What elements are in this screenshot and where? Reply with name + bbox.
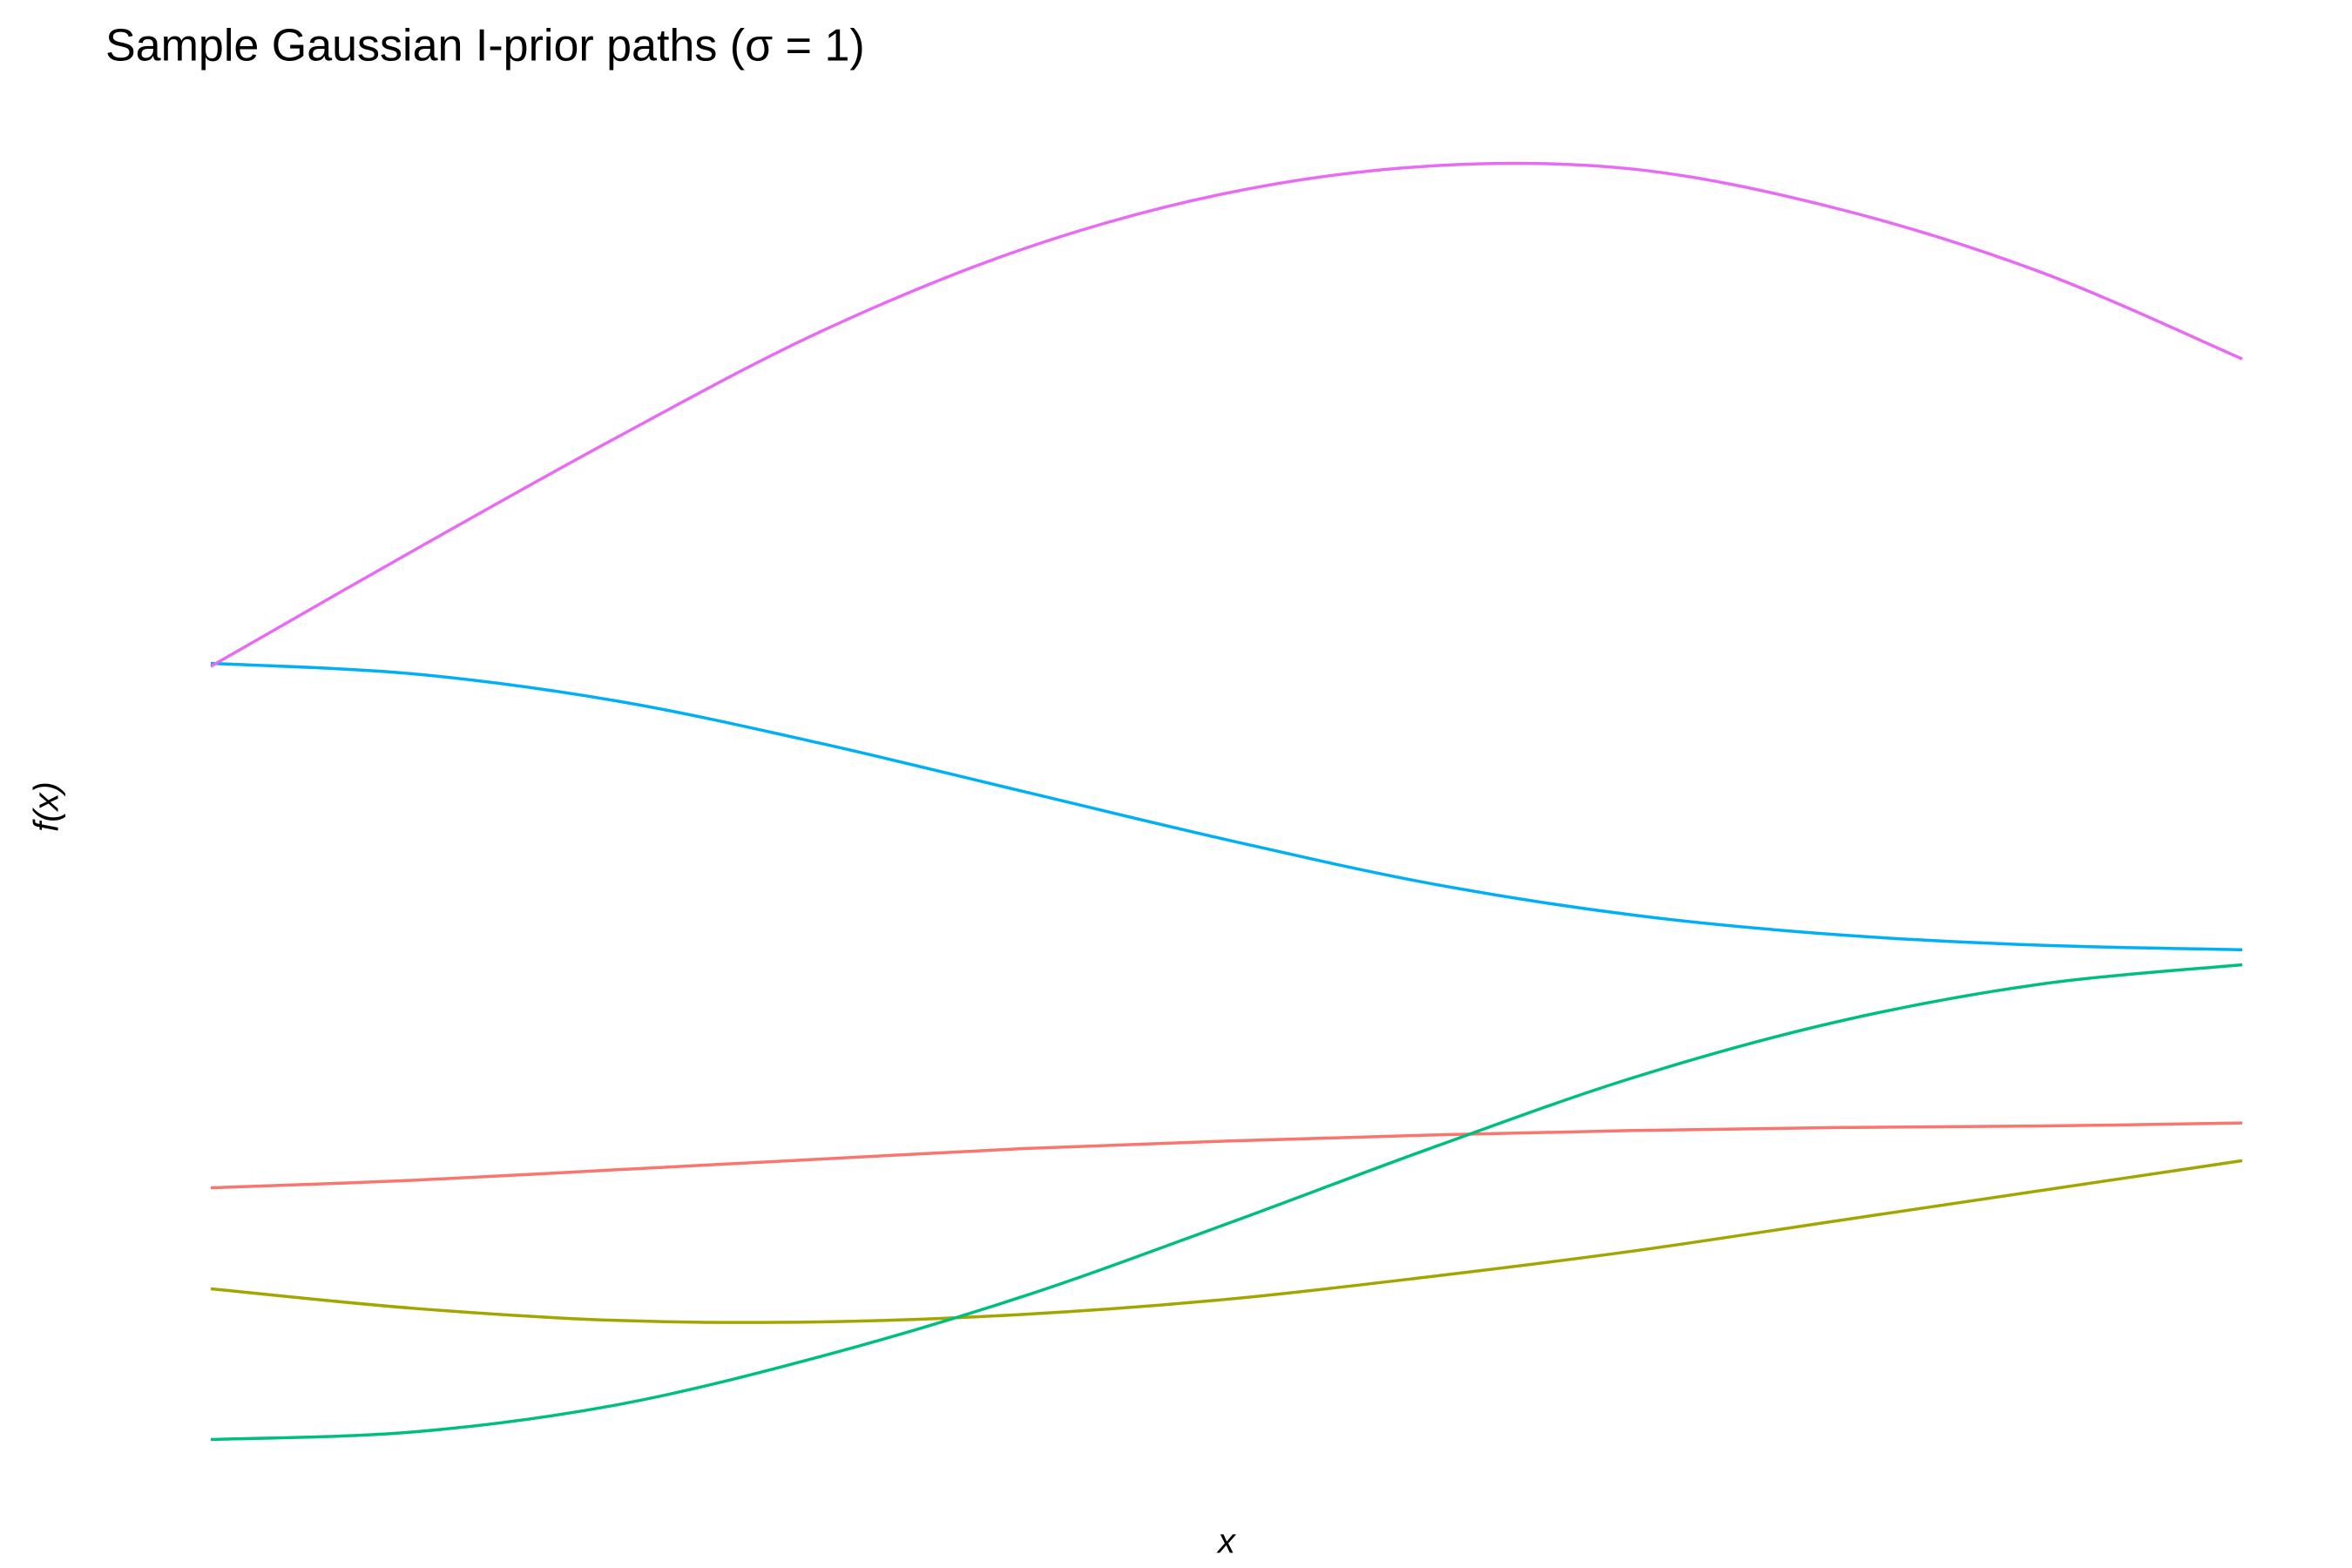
x-axis-label: x	[1216, 1523, 1237, 1561]
series-line	[210, 661, 2243, 951]
chart-title: Sample Gaussian I-prior paths (σ = 1)	[105, 21, 865, 71]
series-line	[210, 161, 2243, 668]
series-line	[210, 1121, 2243, 1190]
series-line	[210, 963, 2243, 1442]
y-axis-label: f(x)	[28, 781, 66, 832]
series-line	[210, 1159, 2243, 1324]
